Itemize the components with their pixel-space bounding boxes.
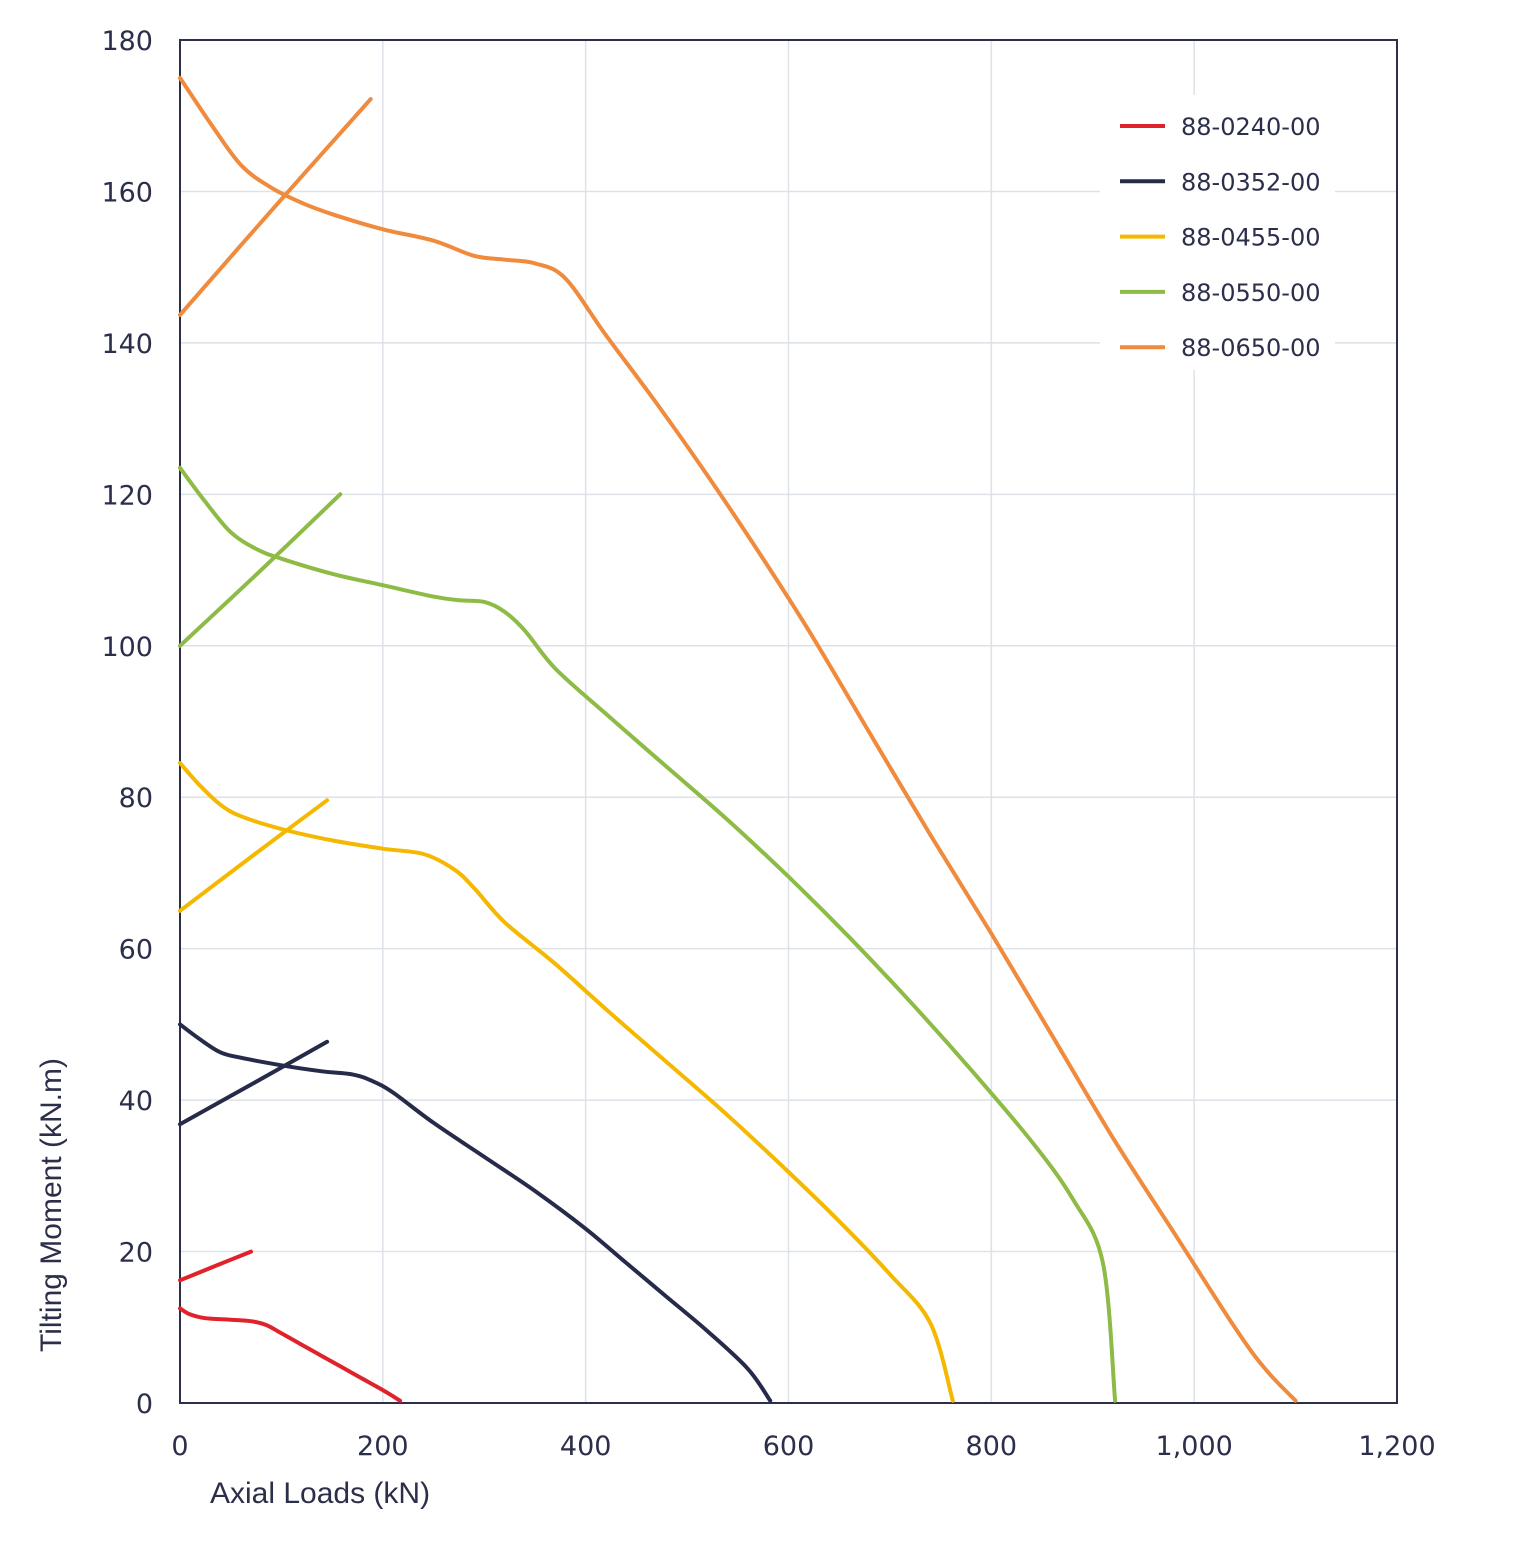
x-axis-ticks: 0 200 400 600 800 1,000 1,200: [171, 1431, 1435, 1462]
load-curve-88-0650-00: [178, 75, 1298, 1403]
y-tick-label: 80: [119, 783, 153, 814]
y-axis-title: Tilting Moment (kN.m): [35, 1058, 68, 1352]
series-88-0650-00: [178, 75, 1298, 1403]
x-tick-label: 200: [357, 1431, 409, 1462]
legend-label: 88-0240-00: [1181, 113, 1320, 141]
series-88-0352-00: [178, 1022, 773, 1403]
load-curve-88-0455-00: [178, 761, 955, 1403]
y-tick-label: 0: [136, 1389, 153, 1420]
legend: 88-0240-00 88-0352-00 88-0455-00 88-0550-00…: [1100, 95, 1335, 370]
limit-line-88-0550-00: [178, 492, 343, 648]
x-tick-label: 1,200: [1358, 1431, 1435, 1462]
legend-label: 88-0650-00: [1181, 334, 1320, 362]
legend-item: 88-0650-00: [1120, 334, 1320, 362]
legend-label: 88-0455-00: [1181, 224, 1320, 252]
limit-line-88-0455-00: [178, 798, 330, 913]
limit-line-88-0650-00: [178, 97, 373, 317]
limit-line-88-0352-00: [178, 1039, 330, 1127]
y-tick-label: 40: [119, 1086, 153, 1117]
legend-item: 88-0455-00: [1120, 224, 1320, 252]
y-tick-label: 140: [101, 329, 153, 360]
x-tick-label: 600: [763, 1431, 815, 1462]
plot-border: [179, 39, 1398, 1404]
plot-frame: [179, 39, 1398, 1404]
legend-background: [1100, 95, 1335, 370]
series-88-0240-00: [178, 1249, 403, 1403]
x-tick-label: 400: [560, 1431, 612, 1462]
y-tick-label: 60: [119, 935, 153, 966]
y-axis-ticks: 0 20 40 60 80 100 120 140 160 180: [101, 26, 153, 1420]
legend-item: 88-0352-00: [1120, 168, 1320, 196]
legend-label: 88-0550-00: [1181, 279, 1320, 307]
legend-item: 88-0240-00: [1120, 113, 1320, 141]
series-88-0455-00: [178, 761, 955, 1403]
y-tick-label: 100: [101, 632, 153, 663]
load-curve-88-0352-00: [178, 1022, 773, 1403]
y-tick-label: 180: [101, 26, 153, 57]
y-tick-label: 160: [101, 177, 153, 208]
series-88-0550-00: [178, 465, 1118, 1403]
x-tick-label: 800: [966, 1431, 1018, 1462]
limit-line-88-0240-00: [178, 1249, 253, 1283]
load-curve-88-0550-00: [178, 465, 1118, 1403]
x-axis-title: Axial Loads (kN): [210, 1477, 430, 1510]
load-curve-88-0240-00: [178, 1306, 403, 1403]
x-tick-label: 0: [171, 1431, 188, 1462]
series-lines: [178, 75, 1298, 1403]
x-tick-label: 1,000: [1156, 1431, 1233, 1462]
legend-item: 88-0550-00: [1120, 279, 1320, 307]
y-tick-label: 20: [119, 1238, 153, 1269]
y-tick-label: 120: [101, 480, 153, 511]
legend-label: 88-0352-00: [1181, 168, 1320, 196]
